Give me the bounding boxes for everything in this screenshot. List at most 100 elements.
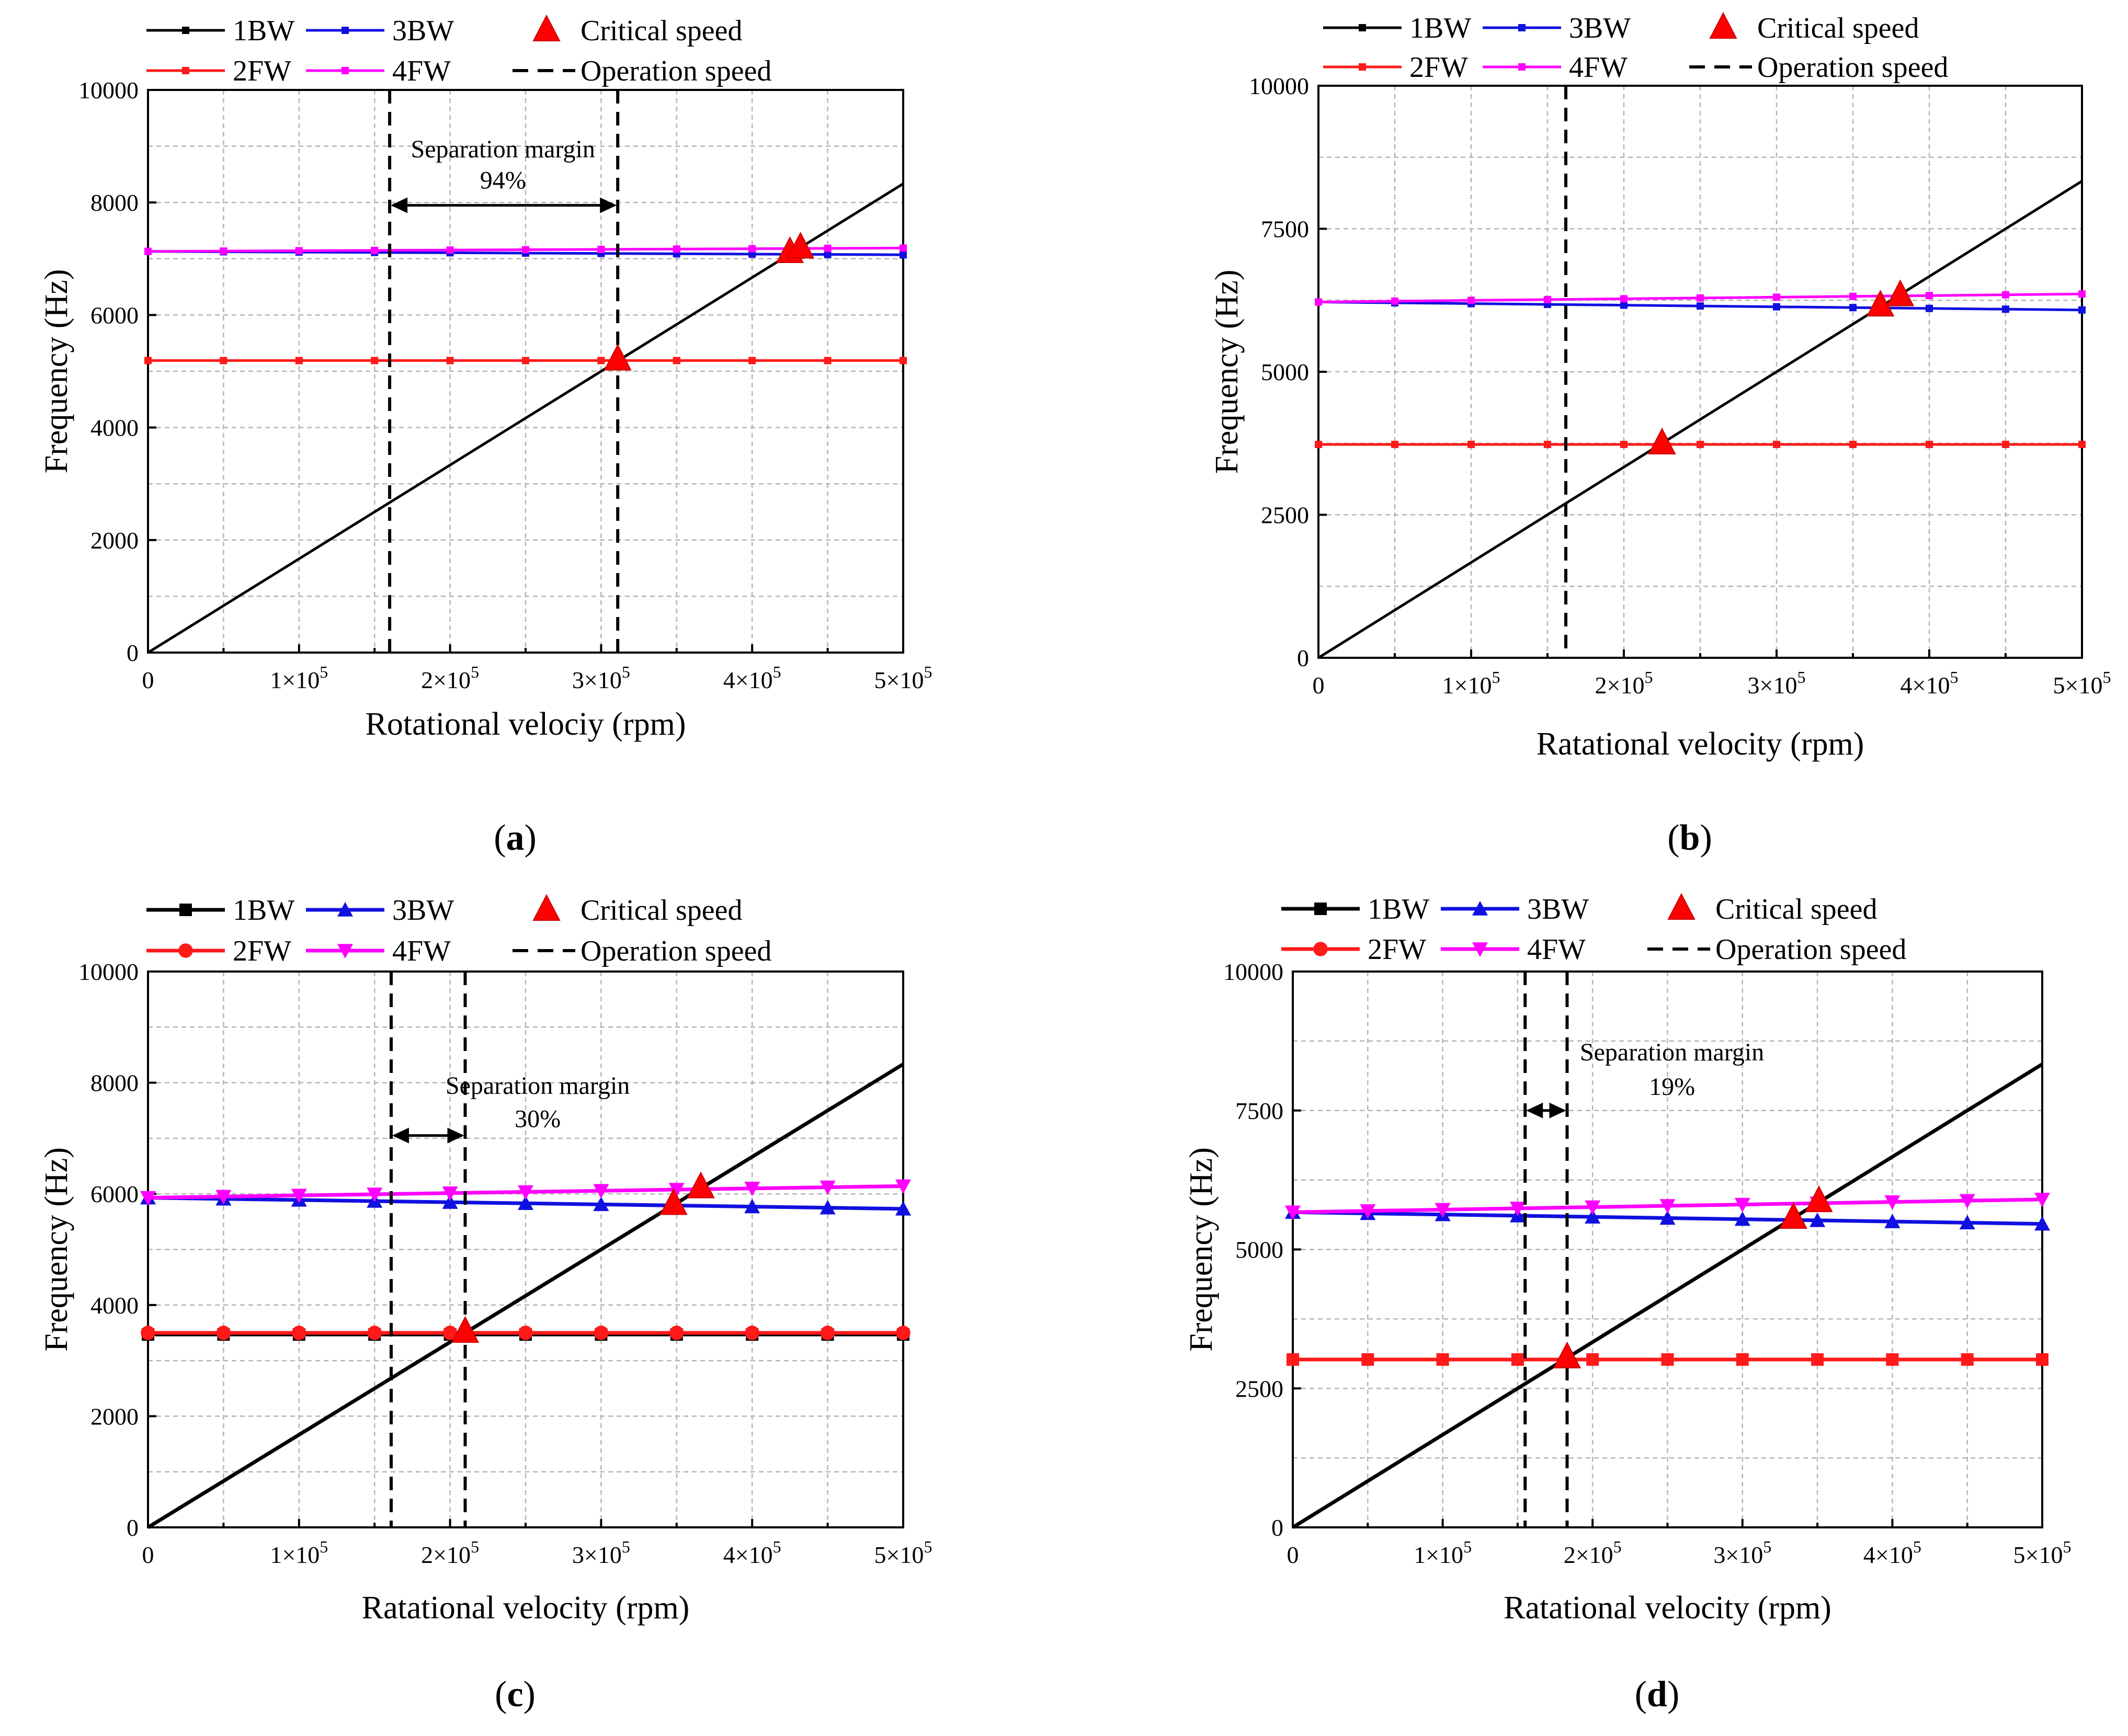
legend-label: Operation speed bbox=[581, 935, 771, 967]
series-marker-4FW bbox=[215, 1190, 232, 1205]
legend-marker-1BW bbox=[1314, 903, 1327, 915]
series-marker-2FW bbox=[824, 357, 832, 364]
x-tick-label-mantissa: 1×10 bbox=[270, 667, 320, 693]
y-tick-label: 8000 bbox=[90, 1070, 139, 1097]
panel-caption-letter: c bbox=[507, 1674, 523, 1715]
x-tick-label-exponent: 5 bbox=[924, 663, 932, 681]
y-tick-label: 7500 bbox=[1235, 1098, 1283, 1124]
series-marker-4FW bbox=[2002, 291, 2009, 299]
legend-label: 1BW bbox=[1409, 12, 1471, 44]
series-marker-3BW bbox=[1849, 304, 1857, 312]
chart-panel-a: 0 1×105 2×105 3×105 4×105 5×10502000400060008… bbox=[39, 14, 932, 858]
x-tick-label-exponent: 5 bbox=[773, 1537, 781, 1556]
y-axis-title: Frequency (Hz) bbox=[1184, 1147, 1219, 1352]
chart-panel-b: 0 1×105 2×105 3×105 4×105 5×10502500500075001… bbox=[1209, 12, 2111, 858]
series-marker-2FW bbox=[1586, 1353, 1599, 1366]
y-tick-label: 0 bbox=[127, 639, 139, 666]
x-tick-label: 5×105 bbox=[2013, 1537, 2072, 1568]
legend-marker-critical-speed bbox=[1667, 893, 1695, 920]
x-tick-label-exponent: 5 bbox=[2102, 668, 2111, 687]
x-tick-label-exponent: 5 bbox=[1950, 668, 1958, 687]
legend-marker-1BW bbox=[182, 27, 189, 34]
series-marker-4FW bbox=[291, 1189, 307, 1204]
series-marker-4FW bbox=[1360, 1204, 1376, 1219]
x-tick-label-mantissa: 5×10 bbox=[874, 1541, 924, 1568]
series-marker-2FW bbox=[1620, 440, 1628, 448]
y-tick-label: 0 bbox=[1297, 645, 1309, 671]
panel-caption: (c) bbox=[495, 1674, 536, 1715]
series-marker-2FW bbox=[1511, 1353, 1524, 1366]
x-tick-label: 0 bbox=[1313, 672, 1325, 699]
series-marker-2FW bbox=[597, 357, 605, 364]
x-tick-label-mantissa: 3×10 bbox=[1748, 672, 1797, 699]
critical-speed-marker bbox=[786, 232, 815, 259]
legend-label: Critical speed bbox=[1757, 12, 1919, 44]
series-marker-2FW bbox=[669, 1326, 684, 1340]
series-line-1BW bbox=[147, 1063, 904, 1529]
legend-marker-2FW bbox=[1359, 63, 1366, 71]
y-axis-title: Frequency (Hz) bbox=[39, 1147, 74, 1352]
series-marker-3BW bbox=[1810, 1212, 1826, 1227]
x-tick-label: 4×105 bbox=[1901, 668, 1959, 699]
x-tick-label: 4×105 bbox=[1863, 1537, 1921, 1568]
x-tick-label-mantissa: 2×10 bbox=[421, 1541, 471, 1568]
y-tick-label: 10000 bbox=[78, 77, 139, 104]
series-marker-2FW bbox=[446, 357, 454, 364]
x-tick-label-exponent: 5 bbox=[1763, 1537, 1771, 1556]
series-marker-2FW bbox=[748, 357, 756, 364]
separation-arrow-head-left bbox=[1526, 1102, 1543, 1118]
x-tick-label-exponent: 5 bbox=[2063, 1537, 2071, 1556]
series-marker-4FW bbox=[668, 1183, 685, 1198]
x-tick-label-mantissa: 2×10 bbox=[1595, 672, 1645, 699]
x-tick-label-mantissa: 5×10 bbox=[2013, 1541, 2063, 1568]
series-marker-4FW bbox=[1697, 294, 1704, 302]
critical-speed-marker bbox=[451, 1316, 480, 1343]
panel-caption: (d) bbox=[1635, 1674, 1680, 1715]
separation-margin-value: 30% bbox=[515, 1105, 561, 1133]
legend-label: 3BW bbox=[392, 15, 454, 47]
series-marker-2FW bbox=[1886, 1353, 1899, 1366]
legend-label: 1BW bbox=[233, 894, 294, 927]
series-marker-3BW bbox=[2034, 1216, 2050, 1231]
x-tick-label-mantissa: 4×10 bbox=[1863, 1541, 1913, 1568]
series-marker-3BW bbox=[1926, 304, 1933, 312]
legend-label: 4FW bbox=[392, 935, 451, 967]
critical-speed-marker bbox=[687, 1171, 715, 1198]
x-tick-label: 3×105 bbox=[1713, 1537, 1771, 1568]
x-tick-label: 3×105 bbox=[572, 1537, 630, 1568]
x-tick-label-mantissa: 4×10 bbox=[723, 667, 773, 693]
series-marker-4FW bbox=[1435, 1203, 1451, 1218]
legend-marker-3BW bbox=[342, 27, 349, 34]
separation-margin-label: Separation margin bbox=[1580, 1038, 1764, 1066]
series-marker-4FW bbox=[144, 247, 152, 255]
legend-label: 4FW bbox=[1569, 51, 1628, 84]
x-tick-label-mantissa: 4×10 bbox=[1901, 672, 1950, 699]
series-marker-4FW bbox=[1773, 293, 1780, 301]
legend-label: Critical speed bbox=[581, 15, 742, 47]
x-tick-label: 5×105 bbox=[874, 663, 932, 693]
chart-panel-c: 0 1×105 2×105 3×105 4×105 5×10502000400060008… bbox=[39, 894, 932, 1715]
series-marker-2FW bbox=[141, 1326, 155, 1340]
series-marker-4FW bbox=[295, 247, 303, 255]
critical-speed-marker bbox=[1866, 290, 1895, 317]
x-tick-label: 1×105 bbox=[1414, 1537, 1472, 1568]
separation-arrow-head-left bbox=[391, 197, 408, 213]
series-marker-2FW bbox=[900, 357, 907, 364]
series-marker-4FW bbox=[748, 245, 756, 253]
series-marker-3BW bbox=[1884, 1214, 1901, 1228]
series-marker-4FW bbox=[1884, 1195, 1901, 1210]
x-tick-label-exponent: 5 bbox=[1463, 1537, 1472, 1556]
y-tick-label: 6000 bbox=[90, 1181, 139, 1207]
x-tick-label: 1×105 bbox=[270, 1537, 328, 1568]
series-marker-2FW bbox=[442, 1326, 458, 1340]
legend-marker-1BW bbox=[179, 904, 192, 916]
series-marker-4FW bbox=[1659, 1199, 1676, 1214]
series-marker-3BW bbox=[2078, 306, 2086, 314]
series-marker-4FW bbox=[820, 1180, 836, 1195]
legend-label: 4FW bbox=[392, 55, 451, 87]
series-marker-2FW bbox=[2002, 440, 2009, 448]
critical-speed-marker bbox=[1648, 427, 1676, 454]
x-tick-label-mantissa: 3×10 bbox=[1713, 1541, 1763, 1568]
legend-label: Operation speed bbox=[581, 55, 771, 87]
